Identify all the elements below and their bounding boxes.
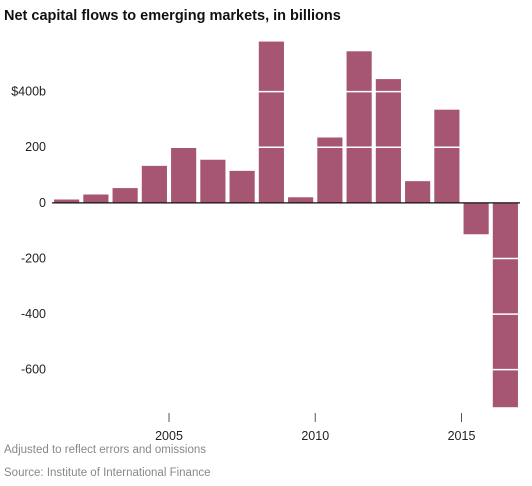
bar-2012 <box>375 79 401 203</box>
bar-2006 <box>200 159 226 203</box>
bar-2008 <box>258 41 284 203</box>
y-tick-label: -200 <box>21 251 46 265</box>
y-tick-label: 0 <box>39 196 46 210</box>
bar-2007 <box>229 170 255 203</box>
bar-2004 <box>141 165 167 203</box>
bar-2013 <box>405 181 431 203</box>
y-axis-ticks: $400b 200 0 -200 -400 -600 <box>11 85 46 377</box>
bar-2003 <box>112 188 138 203</box>
bar-2015 <box>463 202 489 235</box>
footnote-source: Source: Institute of International Finan… <box>4 467 210 479</box>
bars-group <box>54 41 518 408</box>
x-axis-ticks: 2005 2010 2015 <box>155 413 475 443</box>
x-tick-label: 2005 <box>155 429 183 443</box>
bar-2010 <box>317 137 343 203</box>
y-tick-label: -400 <box>21 307 46 321</box>
chart-title: Net capital flows to emerging markets, i… <box>4 8 341 24</box>
y-tick-label: 200 <box>25 140 46 154</box>
bar-2016 <box>492 202 518 408</box>
footnote-adjusted: Adjusted to reflect errors and omissions <box>4 444 206 456</box>
gridlines-group <box>52 90 520 371</box>
x-tick-label: 2015 <box>448 429 476 443</box>
bar-2009 <box>288 197 314 203</box>
bar-2011 <box>346 51 372 203</box>
y-tick-label: $400b <box>11 85 46 99</box>
bar-2014 <box>434 109 460 203</box>
bar-2005 <box>171 147 197 203</box>
y-tick-label: -600 <box>21 363 46 377</box>
bar-2001 <box>54 199 80 203</box>
bar-2002 <box>83 194 109 203</box>
x-tick-label: 2010 <box>301 429 329 443</box>
